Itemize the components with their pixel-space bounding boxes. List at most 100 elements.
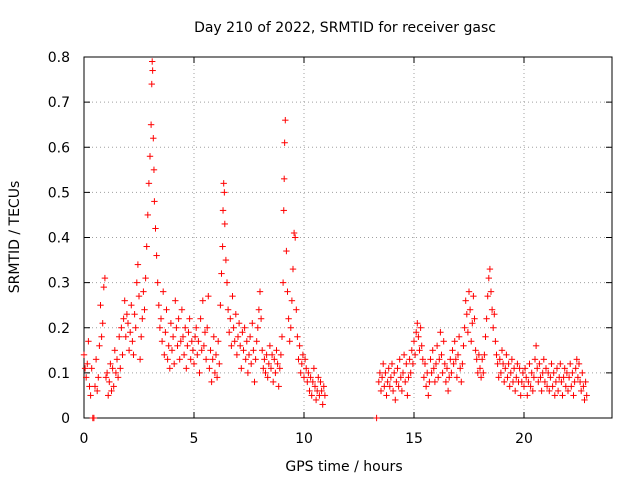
data-point: [251, 378, 258, 386]
data-point: [278, 333, 286, 340]
data-point: [178, 306, 186, 313]
data-point: [219, 243, 226, 250]
data-point: [206, 365, 213, 372]
data-point: [163, 306, 170, 313]
data-point: [152, 225, 159, 232]
data-point: [419, 356, 426, 363]
data-point: [509, 378, 517, 386]
data-point: [226, 329, 233, 336]
data-point: [129, 338, 136, 345]
data-point: [107, 360, 114, 368]
data-point: [84, 360, 91, 368]
data-point: [136, 356, 144, 363]
data-point: [190, 360, 198, 368]
data-point: [452, 356, 459, 363]
data-point: [261, 356, 268, 363]
data-point: [551, 392, 558, 399]
data-point: [232, 311, 239, 318]
data-point: [392, 396, 399, 404]
data-point: [222, 256, 230, 264]
plot-frame: [83, 56, 613, 419]
data-point: [147, 121, 155, 128]
data-point: [304, 378, 311, 386]
data-point: [391, 369, 398, 377]
data-point: [197, 315, 204, 322]
data-point: [173, 324, 180, 331]
data-point: [514, 360, 521, 368]
data-point: [169, 333, 177, 340]
data-point: [315, 374, 322, 381]
data-point: [470, 292, 477, 300]
data-point: [387, 374, 395, 381]
data-point: [529, 387, 536, 395]
data-point: [111, 347, 118, 354]
data-point: [557, 360, 564, 368]
data-point: [241, 324, 248, 331]
data-point: [420, 374, 428, 381]
data-point: [281, 175, 288, 183]
data-point: [102, 374, 110, 381]
data-point: [228, 342, 235, 349]
data-point: [270, 378, 277, 386]
data-point: [176, 356, 183, 363]
data-point: [461, 324, 468, 331]
data-point: [275, 383, 282, 390]
chart-title: Day 210 of 2022, SRMTID for receiver gas…: [194, 20, 496, 36]
data-point: [139, 315, 146, 322]
data-point: [408, 347, 415, 354]
x-tick-label: 20: [515, 431, 533, 447]
data-point: [495, 374, 502, 381]
data-point: [92, 356, 100, 363]
data-point: [376, 369, 384, 377]
data-point: [426, 378, 433, 386]
data-point: [444, 387, 452, 395]
data-point: [436, 356, 443, 363]
data-point: [429, 347, 436, 354]
data-point: [295, 356, 302, 363]
data-point: [403, 360, 410, 368]
data-point: [454, 351, 462, 359]
x-tick-label: 5: [190, 431, 199, 447]
data-point: [175, 315, 182, 322]
data-point: [123, 311, 131, 318]
data-point: [496, 356, 503, 363]
data-point: [185, 329, 192, 336]
data-point: [219, 207, 227, 214]
data-point: [248, 360, 255, 368]
data-point: [303, 365, 310, 372]
data-point: [272, 369, 279, 377]
data-point: [568, 383, 575, 390]
data-point: [415, 333, 422, 340]
data-point: [155, 301, 162, 309]
data-point: [382, 369, 389, 377]
data-point: [108, 387, 115, 395]
data-point: [490, 324, 497, 331]
data-point: [562, 383, 569, 390]
data-point: [180, 351, 188, 359]
data-point: [161, 351, 168, 359]
data-point: [264, 374, 271, 381]
points-layer: [80, 58, 590, 422]
data-point: [96, 342, 103, 349]
data-point: [117, 365, 124, 372]
data-point: [167, 320, 175, 327]
data-point: [184, 342, 191, 349]
data-point: [220, 180, 227, 187]
data-point: [491, 311, 498, 318]
data-point: [309, 378, 316, 386]
data-point: [471, 315, 478, 322]
data-point: [183, 365, 190, 372]
data-point: [513, 374, 520, 381]
data-point: [279, 279, 287, 286]
y-tick-label: 0: [61, 411, 70, 427]
data-point: [149, 67, 156, 74]
data-point: [274, 360, 281, 368]
data-point: [112, 369, 120, 377]
data-point: [213, 374, 221, 381]
data-point: [572, 365, 579, 372]
data-point: [221, 189, 228, 196]
data-point: [375, 378, 382, 386]
data-point: [447, 356, 454, 363]
data-point: [521, 365, 529, 372]
